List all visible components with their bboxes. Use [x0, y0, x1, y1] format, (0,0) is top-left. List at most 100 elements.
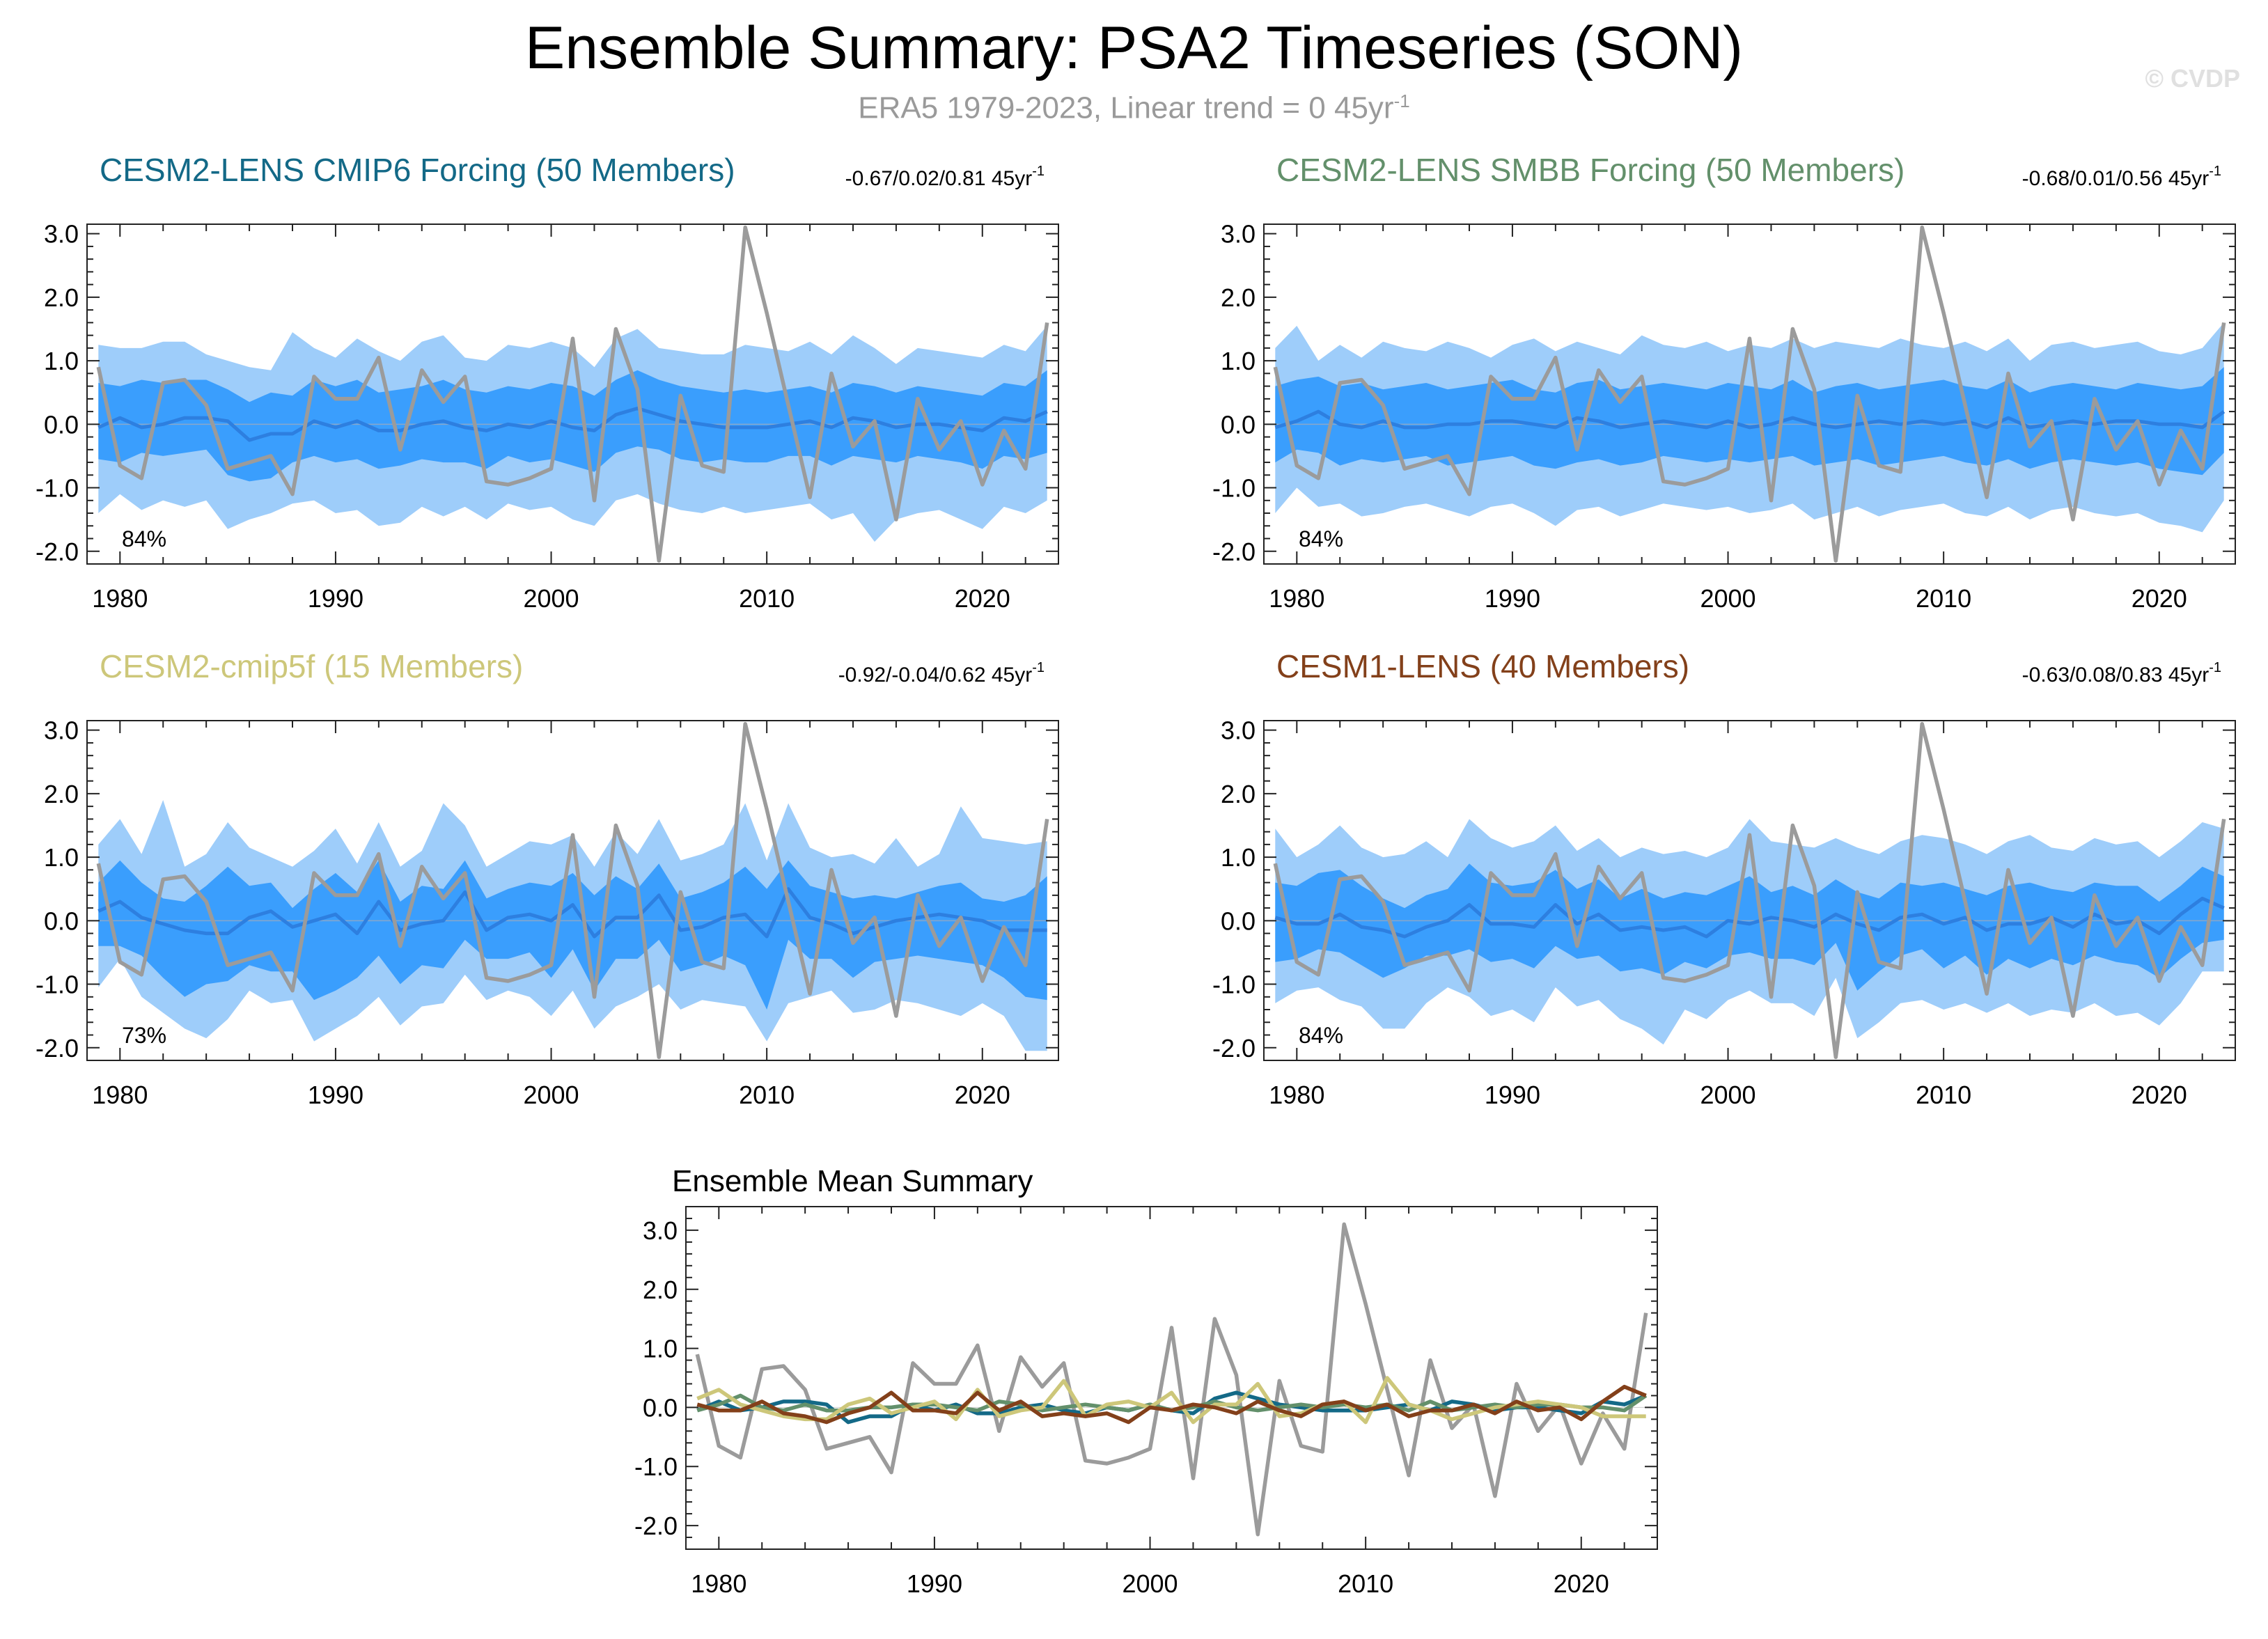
panel-stats: -0.92/-0.04/0.62 45yr-1 — [838, 660, 1045, 687]
y-tick-label: 1.0 — [1221, 843, 1256, 872]
x-tick-label: 1980 — [92, 1081, 148, 1109]
panel-title: CESM2-cmip5f (15 Members) — [100, 648, 523, 684]
y-tick-label: 1.0 — [1221, 347, 1256, 375]
observation-line — [1273, 721, 2226, 1060]
y-tick-label: 2.0 — [1221, 283, 1256, 312]
chart-ens_mean_summary: 3.0 2.0 1.0 0.0 -1.0 -2.0 1980 1990 2000 2010 2020… — [634, 1164, 1658, 1598]
y-tick-label: -1.0 — [36, 971, 79, 999]
y-tick-label: 2.0 — [643, 1276, 678, 1304]
y-tick-label: 1.0 — [643, 1335, 678, 1363]
panel-title: CESM2-LENS SMBB Forcing (50 Members) — [1276, 152, 1905, 188]
x-tick-label: 2020 — [2132, 1081, 2187, 1109]
y-tick-label: -2.0 — [36, 1034, 79, 1062]
x-tick-label: 2020 — [955, 1081, 1010, 1109]
x-tick-label: 1990 — [1485, 584, 1540, 613]
x-tick-label: 2010 — [1916, 1081, 1971, 1109]
x-tick-label: 2010 — [1338, 1569, 1393, 1598]
y-tick-label: 1.0 — [44, 843, 79, 872]
ensemble-mean-line — [97, 407, 1048, 442]
y-tick-label: -2.0 — [36, 538, 79, 566]
x-tick-label: 1990 — [907, 1569, 962, 1598]
x-tick-label: 1980 — [1269, 584, 1324, 613]
x-tick-label: 2020 — [955, 584, 1010, 613]
x-tick-label: 1990 — [308, 1081, 363, 1109]
y-tick-label: 0.0 — [44, 907, 79, 935]
x-tick-label: 2000 — [523, 1081, 579, 1109]
panel-title: CESM2-LENS CMIP6 Forcing (50 Members) — [100, 152, 735, 188]
plot-frame — [685, 1206, 1658, 1550]
subtitle-exponent: -1 — [1393, 91, 1410, 111]
panel-stats: -0.67/0.02/0.81 45yr-1 — [845, 164, 1045, 190]
panel-stats-text: -0.63/0.08/0.83 45yr — [2022, 664, 2210, 687]
panel-stats-exponent: -1 — [1032, 660, 1045, 675]
panel-stats: -0.63/0.08/0.83 45yr-1 — [2022, 660, 2221, 687]
y-tick-label: -2.0 — [634, 1512, 678, 1540]
band-25-75 — [98, 860, 1047, 1010]
observation-line — [96, 225, 1049, 563]
panel-stats-exponent: -1 — [2209, 164, 2221, 179]
plot-frame — [1263, 720, 2236, 1061]
x-tick-label: 2000 — [1700, 584, 1755, 613]
y-tick-label: -2.0 — [1212, 538, 1256, 566]
panel-stats-exponent: -1 — [2209, 660, 2221, 675]
plot-frame — [1263, 224, 2236, 565]
x-tick-label: 2010 — [739, 584, 795, 613]
chart-cmip5f: 3.0 2.0 1.0 0.0 -1.0 -2.0 1980 1990 2000 2010 2020… — [36, 648, 1059, 1109]
x-tick-label: 1990 — [308, 584, 363, 613]
y-tick-label: 3.0 — [44, 220, 79, 249]
chart-cesm1: 3.0 2.0 1.0 0.0 -1.0 -2.0 1980 1990 2000 2010 2020… — [1212, 648, 2236, 1109]
panel-stats-text: -0.68/0.01/0.56 45yr — [2022, 167, 2210, 190]
y-tick-label: -2.0 — [1212, 1034, 1256, 1062]
panel-percent: 84% — [1299, 1023, 1343, 1048]
panel-percent: 73% — [122, 1023, 166, 1048]
ensemble-mean-line — [97, 887, 1047, 939]
watermark: © CVDP — [2145, 64, 2240, 93]
ensemble-mean-line — [1274, 409, 2226, 430]
y-tick-label: 2.0 — [44, 780, 79, 808]
subtitle-text: ERA5 1979-2023, Linear trend = 0 45yr — [858, 91, 1394, 125]
x-tick-label: 1980 — [92, 584, 148, 613]
plot-frame — [86, 224, 1059, 565]
y-tick-label: 3.0 — [1221, 220, 1256, 249]
panel-percent: 84% — [1299, 526, 1343, 551]
y-tick-label: 2.0 — [1221, 780, 1256, 808]
x-tick-label: 2010 — [1916, 584, 1971, 613]
y-tick-label: 3.0 — [44, 716, 79, 745]
band-25-75 — [1275, 367, 2224, 476]
x-tick-label: 1980 — [1269, 1081, 1324, 1109]
y-tick-label: -1.0 — [1212, 474, 1256, 503]
panel-stats-text: -0.67/0.02/0.81 45yr — [845, 167, 1033, 190]
page-title: Ensemble Summary: PSA2 Timeseries (SON) — [524, 15, 1744, 81]
chart-cmip6: 3.0 2.0 1.0 0.0 -1.0 -2.0 1980 1990 2000 2010 2020… — [36, 152, 1059, 613]
series-line-cesm1 — [696, 1384, 1647, 1425]
y-tick-label: 0.0 — [1221, 907, 1256, 935]
ensemble-mean-line — [1274, 896, 2225, 939]
panel-stats-exponent: -1 — [1032, 164, 1045, 179]
panel-title: CESM1-LENS (40 Members) — [1276, 648, 1689, 684]
y-tick-label: -1.0 — [634, 1452, 678, 1481]
y-tick-label: 0.0 — [643, 1393, 678, 1422]
series-line-obs — [695, 1222, 1648, 1537]
panel-stats: -0.68/0.01/0.56 45yr-1 — [2022, 164, 2221, 190]
observation-line — [1273, 225, 2226, 563]
y-tick-label: 3.0 — [643, 1216, 678, 1245]
x-tick-label: 2000 — [1700, 1081, 1755, 1109]
x-tick-label: 2020 — [1554, 1569, 1609, 1598]
x-tick-label: 2010 — [739, 1081, 795, 1109]
observation-line — [96, 721, 1049, 1060]
panel-stats-text: -0.92/-0.04/0.62 45yr — [838, 664, 1033, 687]
y-tick-label: 1.0 — [44, 347, 79, 375]
y-tick-label: 2.0 — [44, 283, 79, 312]
y-tick-label: -1.0 — [36, 474, 79, 503]
x-tick-label: 2000 — [1122, 1569, 1178, 1598]
plot-frame — [86, 720, 1059, 1061]
page-subtitle: ERA5 1979-2023, Linear trend = 0 45yr-1 — [0, 91, 2268, 126]
x-tick-label: 1990 — [1485, 1081, 1540, 1109]
panel-title: Ensemble Mean Summary — [672, 1164, 1033, 1198]
chart-smbb: 3.0 2.0 1.0 0.0 -1.0 -2.0 1980 1990 2000 2010 2020… — [1212, 152, 2236, 613]
x-tick-label: 1980 — [691, 1569, 746, 1598]
y-tick-label: -1.0 — [1212, 971, 1256, 999]
x-tick-label: 2020 — [2132, 584, 2187, 613]
y-tick-label: 3.0 — [1221, 716, 1256, 745]
